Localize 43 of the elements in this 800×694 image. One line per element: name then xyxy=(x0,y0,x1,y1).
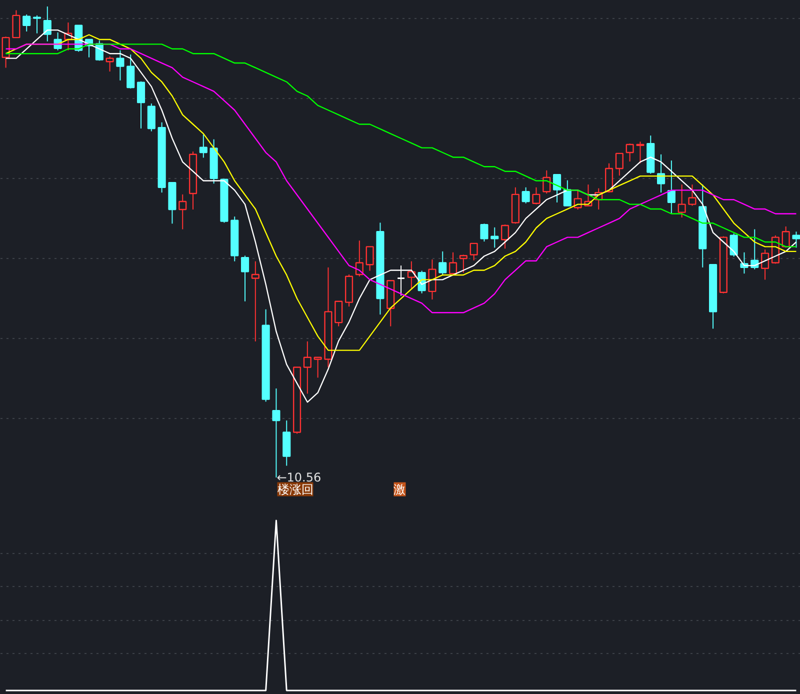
candlestick xyxy=(314,356,322,378)
candlestick xyxy=(43,6,52,42)
candlestick xyxy=(657,154,666,194)
candlestick xyxy=(792,231,800,248)
candlestick xyxy=(32,14,42,34)
candlestick xyxy=(303,340,312,394)
candlestick xyxy=(563,180,572,206)
candlestick xyxy=(366,246,374,272)
candlestick xyxy=(334,300,343,327)
candlestick xyxy=(12,10,20,38)
annotation: ←10.56 xyxy=(276,470,322,484)
candlestick xyxy=(147,103,156,132)
candlestick xyxy=(448,252,458,276)
candlestick xyxy=(396,265,406,296)
text: 楼涨回 xyxy=(277,482,314,496)
candlestick xyxy=(552,174,562,203)
candlestick xyxy=(532,186,540,205)
candlestick xyxy=(636,141,644,164)
candlestick xyxy=(199,134,208,158)
candlestick xyxy=(678,184,686,218)
candlestick xyxy=(522,186,530,204)
candlestick xyxy=(438,250,447,275)
candlestick xyxy=(615,152,624,176)
candlestick xyxy=(116,50,124,81)
candlestick xyxy=(470,242,478,261)
candlestick xyxy=(22,14,31,32)
text: 激 xyxy=(394,482,406,496)
candlestick xyxy=(428,258,436,300)
candlestick xyxy=(126,54,135,89)
candlestick xyxy=(459,254,468,274)
candlestick xyxy=(626,143,634,162)
candlestick xyxy=(251,260,260,342)
candlestick xyxy=(106,56,114,72)
candlestick xyxy=(490,226,499,248)
candlestick xyxy=(240,255,250,302)
candlestick xyxy=(178,194,187,230)
candlestick xyxy=(480,223,488,242)
candlestick xyxy=(604,162,614,194)
candlestick xyxy=(688,184,696,206)
candlestick xyxy=(667,160,676,214)
candlestick xyxy=(500,224,510,250)
candlestick xyxy=(136,80,146,129)
candlestick xyxy=(761,249,770,280)
